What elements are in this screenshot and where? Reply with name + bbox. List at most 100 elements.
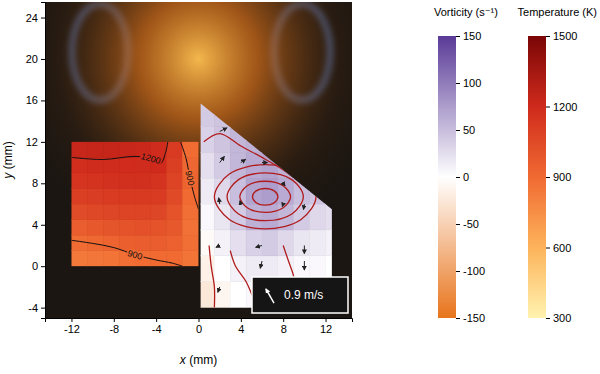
tick-mark [546,36,550,37]
tick: 8 [32,177,45,189]
x-axis-line [46,319,353,323]
temperature-cell [151,235,167,251]
x-axis: -12-8-404812 [46,318,353,335]
tick-mark [546,107,550,108]
tick: 600 [546,242,571,254]
tick: -8 [109,318,119,335]
velocity-vector [260,261,262,268]
tick-label: 20 [26,53,38,65]
tick-mark [456,177,460,178]
vorticity-cell [199,230,215,256]
vorticity-cell [294,204,310,230]
temperature-cell [119,142,135,158]
colorbar-title: Temperature (K) [518,6,597,18]
tick: 4 [238,318,244,335]
vorticity-cell [214,204,230,230]
temperature-cell [151,251,167,267]
contour-label: 900 [126,248,143,262]
tick-mark [41,142,45,143]
temperature-cell [167,157,183,173]
vorticity-cell [310,178,326,204]
tick: 300 [546,312,571,324]
x-axis-title: x (mm) [179,353,217,367]
vorticity-cell [262,204,278,230]
vorticity-cell [326,204,342,230]
temperature-cell [183,251,199,267]
temperature-cell [167,173,183,189]
temperature-field [71,142,198,266]
temperature-cell [135,235,151,251]
temperature-cell [87,251,103,267]
temperature-cell [103,188,119,204]
contour-line [181,142,199,209]
temperature-cell [119,157,135,173]
tick-label: -50 [463,218,479,230]
temperature-cell [119,188,135,204]
tick-mark [456,130,460,131]
tick-mark [546,177,550,178]
tick-label: 0 [32,260,38,272]
contour-labels: 1200900900 [126,151,196,262]
tick-label: 16 [26,94,38,106]
vorticity-cell [294,230,310,256]
tick-label: 4 [32,219,38,231]
temperature-cell [167,142,183,158]
photo-base [45,2,352,318]
tick-mark [456,318,460,319]
tick-label: 0 [196,323,202,335]
temperature-cell [167,220,183,236]
tick-label: -4 [152,323,162,335]
tick-mark [456,36,460,37]
tick-mark [241,318,242,322]
background-photo [45,2,352,318]
temperature-cell [167,188,183,204]
tick-label: 150 [463,30,481,42]
temperature-cell [71,188,87,204]
contour-line [71,240,182,266]
tick: -12 [64,318,80,335]
temperature-cell [135,204,151,220]
vorticity-cell [230,230,246,256]
colorbar-axis: -150-100-50050100150 [456,30,485,324]
temperature-cell [87,204,103,220]
tick-mark [41,100,45,101]
temperature-cell [135,220,151,236]
velocity-vector [220,128,227,132]
tick-mark [41,225,45,226]
streamline [204,134,305,186]
temperature-cell [103,220,119,236]
temperature-cell [103,204,119,220]
streamline [209,245,215,307]
vorticity-cell [278,178,294,204]
tick-label: 8 [32,177,38,189]
colorbar: 30060090012001500Temperature (K) [518,6,597,324]
temperature-cell [183,235,199,251]
temperature-cell [135,188,151,204]
colorbar-axis: 30060090012001500 [546,30,577,324]
temperature-cell [103,251,119,267]
velocity-vector [218,198,220,204]
tick: 24 [26,12,45,24]
tick: 150 [456,30,481,42]
vorticity-cell [199,152,215,178]
vorticity-cell [230,178,246,204]
tick-mark [546,248,550,249]
temperature-cell [103,142,119,158]
vorticity-cell [199,178,215,204]
tick-mark [41,183,45,184]
reference-label: 0.9 m/s [284,288,323,302]
tick-mark [199,318,200,322]
tick-mark [156,318,157,322]
velocity-vector [282,204,284,207]
tick-label: -150 [463,312,485,324]
temperature-cell [71,142,87,158]
temperature-cell [87,173,103,189]
tick: 12 [26,136,45,148]
velocity-vector [239,201,241,204]
vorticity-cell [199,204,215,230]
temperature-cell [151,173,167,189]
tick-label: -100 [463,265,485,277]
vorticity-cell [214,282,230,308]
temperature-cell [167,235,183,251]
temperature-cell [167,204,183,220]
